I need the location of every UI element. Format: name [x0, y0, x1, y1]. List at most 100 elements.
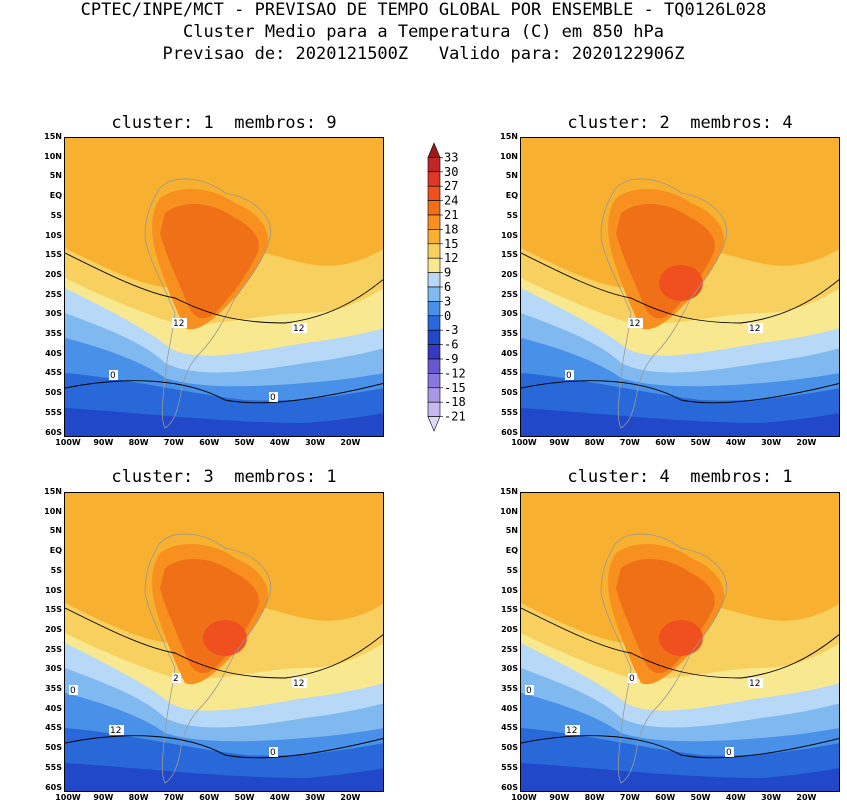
- colorbar-label: 24: [444, 194, 458, 208]
- contour-label-bg: [628, 318, 643, 328]
- lon-label: 20W: [340, 438, 361, 447]
- contour-label-bg: [748, 678, 763, 688]
- lat-label: 50S: [501, 388, 518, 398]
- lon-label: 100W: [55, 438, 81, 447]
- lat-label: 35S: [45, 329, 62, 338]
- lon-label: 70W: [619, 793, 640, 802]
- lon-label: 80W: [584, 793, 605, 802]
- contour-label: 12: [293, 679, 304, 689]
- colorbar-swatch: [427, 229, 441, 245]
- colorbar-label: 21: [444, 208, 458, 222]
- lon-label: 50W: [234, 793, 255, 802]
- contour-12: [521, 607, 839, 679]
- colorbar: 33 30 27 24 21 18 15 12 9 6 3 0 -3 -6 -9 -12 -15 -18 -21: [426, 133, 496, 447]
- contour-label-bg: [628, 673, 637, 683]
- lon-label: 40W: [269, 438, 290, 447]
- contour-label-bg: [269, 747, 278, 757]
- contour-12: [65, 252, 383, 324]
- temperature-map: 12 12 0 0: [65, 138, 383, 436]
- lat-label: EQ: [505, 191, 518, 201]
- colorbar-arrow-bottom: [427, 416, 441, 432]
- lat-label: 40S: [45, 348, 62, 358]
- lon-label: 30W: [305, 438, 326, 447]
- lat-label: 30S: [45, 309, 62, 319]
- colorbar-label: -9: [444, 352, 458, 366]
- colorbar-swatch: [427, 200, 441, 216]
- contour-label-bg: [109, 725, 124, 735]
- lat-label: EQ: [49, 191, 62, 201]
- contour-0: [65, 380, 383, 404]
- lat-label: 40S: [501, 703, 518, 713]
- header-line-2: Cluster Medio para a Temperatura (C) em …: [182, 22, 665, 42]
- contour-label-bg: [725, 747, 734, 757]
- colorbar-swatch: [427, 243, 441, 259]
- lat-label: 25S: [45, 644, 62, 654]
- coastline: [600, 533, 728, 784]
- colorbar-swatch: [427, 257, 441, 273]
- contour-label-bg: [109, 370, 118, 380]
- contour-label-bg: [172, 318, 187, 328]
- lon-label: 90W: [549, 438, 570, 447]
- coastline: [600, 178, 728, 429]
- panel-title-3: cluster: 3 membros: 1: [111, 467, 337, 487]
- lat-label: 55S: [501, 407, 518, 417]
- lat-label: 5S: [50, 210, 62, 220]
- temperature-band: [65, 763, 383, 791]
- contour-0: [65, 735, 383, 759]
- contour-label: 0: [629, 674, 635, 684]
- lon-label: 30W: [305, 793, 326, 802]
- colorbar-swatch: [427, 185, 441, 201]
- colorbar-label: -6: [444, 338, 458, 352]
- contour-label-bg: [292, 678, 307, 688]
- temperature-map: 0 12 12 0 0: [521, 493, 839, 791]
- lat-label: 20S: [45, 624, 62, 634]
- lon-label: 60W: [655, 793, 676, 802]
- lat-label: 15N: [44, 487, 62, 496]
- temperature-band: [521, 408, 839, 436]
- colorbar-label: 18: [444, 222, 458, 236]
- lat-label: 20S: [501, 624, 518, 634]
- lat-label: EQ: [49, 546, 62, 556]
- colorbar-label: 9: [444, 266, 451, 280]
- lat-label: 60S: [45, 782, 62, 792]
- lat-label: 30S: [45, 664, 62, 674]
- lon-label: 60W: [199, 438, 220, 447]
- lon-label: 30W: [761, 438, 782, 447]
- lat-label: 10N: [500, 151, 518, 161]
- contour-label: 12: [566, 726, 577, 736]
- warm-core-24: [659, 620, 703, 656]
- lon-label: 30W: [761, 793, 782, 802]
- colorbar-swatch: [427, 214, 441, 230]
- colorbar-swatch: [427, 373, 441, 389]
- contour-label: 12: [749, 324, 760, 334]
- colorbar-label: 15: [444, 237, 458, 251]
- lon-label: 100W: [55, 793, 81, 802]
- lat-label: 5S: [506, 565, 518, 575]
- lat-label: 15N: [44, 132, 62, 141]
- contour-label: 0: [70, 686, 76, 696]
- lat-label: 15N: [500, 132, 518, 141]
- colorbar-label: 30: [444, 165, 458, 179]
- lat-label: 20S: [45, 269, 62, 279]
- lat-label: 45S: [45, 368, 62, 378]
- warm-core-24: [203, 620, 247, 656]
- colorbar-label: 6: [444, 280, 451, 294]
- header-line-3: Previsao de: 2020121500Z Valido para: 20…: [162, 44, 685, 64]
- colorbar-swatch: [427, 272, 441, 288]
- contour-label: 0: [270, 748, 276, 758]
- lat-label: 5N: [49, 171, 62, 181]
- lat-label: 50S: [45, 388, 62, 398]
- colorbar-label: 12: [444, 251, 458, 265]
- coastline: [144, 533, 272, 784]
- lat-label: 35S: [45, 684, 62, 693]
- temperature-band: [65, 408, 383, 436]
- map-panel-cluster-3: 2 12 12 0 0: [64, 492, 384, 792]
- colorbar-label: 27: [444, 179, 458, 193]
- colorbar-label: 3: [444, 294, 451, 308]
- lat-label: 15S: [45, 250, 62, 260]
- lat-label: 45S: [501, 368, 518, 378]
- contour-label-bg: [69, 685, 78, 695]
- colorbar-swatch: [427, 301, 441, 317]
- lon-label: 80W: [128, 793, 149, 802]
- map-panel-cluster-2: 12 12 0: [520, 137, 840, 437]
